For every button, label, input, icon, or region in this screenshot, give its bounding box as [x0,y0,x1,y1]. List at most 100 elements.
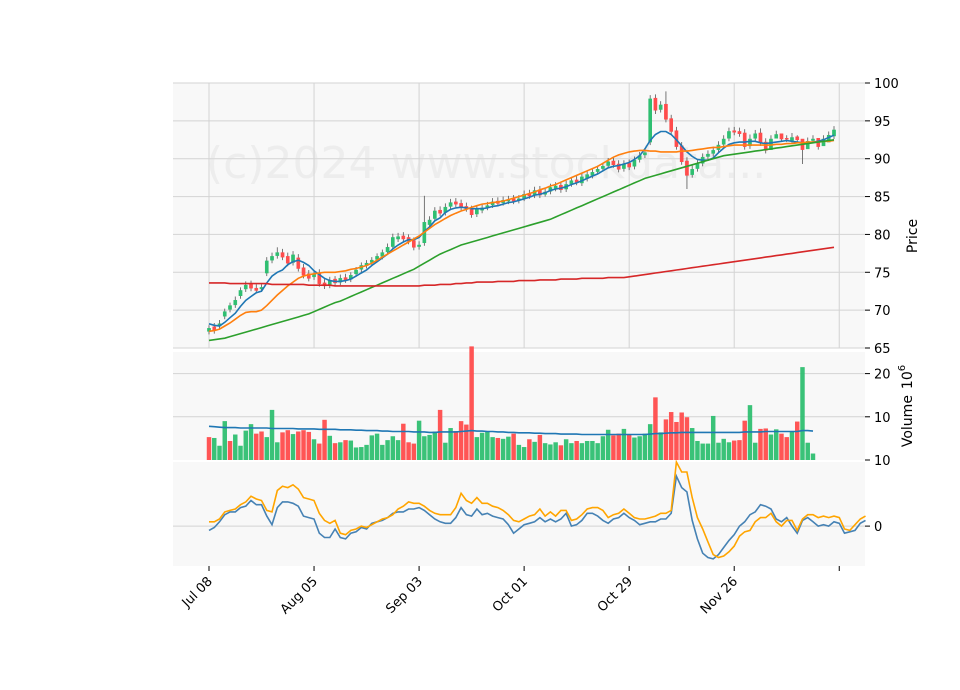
volume-bar [527,439,532,460]
candle-body [758,132,763,144]
x-tick-label: Sep 03 [383,574,426,617]
macd-panel [173,462,865,566]
candle-body [243,284,248,290]
candle-body [264,260,269,274]
candle-body [643,152,647,156]
moving-average-line [209,246,835,287]
volume-bar [238,445,243,460]
volume-bar [595,443,600,460]
volume-bar [563,439,569,460]
moving-average-line [208,139,835,333]
volume-bar [306,431,312,460]
volume-bar [254,433,259,460]
volume-bar [637,436,642,460]
candle-body [228,305,232,310]
candle-body [706,153,710,157]
volume-bar [343,440,348,460]
signal-line [209,459,866,559]
candle-body [611,160,616,166]
candle-body [569,180,574,184]
candle-body [296,257,301,269]
candle-body [390,237,395,247]
x-tick-label: Oct 29 [595,574,636,615]
volume-bar [574,440,579,460]
candle-body [664,103,668,120]
volume-bar [495,437,501,460]
price-tick-label: 65 [874,342,891,357]
volume-bar [758,428,763,460]
volume-bar [584,440,590,460]
volume-bar [731,440,737,460]
volume-bar [469,346,474,460]
price-tick-label: 100 [874,77,899,92]
candle-body [249,284,253,289]
candle-body [270,256,274,261]
volume-bar [784,437,789,460]
price-axis-title: Price [905,219,921,253]
candle-body [685,160,689,176]
volume-bar [401,423,406,460]
volume-bar [353,447,359,460]
volume-bar [511,433,516,460]
candle-body [811,138,815,141]
candle-body [753,133,758,139]
candle-body [737,131,742,134]
volume-bar [810,453,816,460]
volume-bar [569,443,574,460]
volume-axis-label: Volume [900,395,916,447]
volume-axis-title: Volume 106 [897,365,916,447]
candle-body [727,131,731,139]
volume-bar [590,440,595,460]
volume-bar [642,433,648,460]
price-background [173,83,865,348]
volume-bar [548,444,553,460]
volume-bar [600,436,606,460]
volume-bar [290,434,296,460]
volume-bar [233,434,238,460]
volume-bar [800,367,805,460]
volume-bar [217,445,222,460]
volume-bar [647,424,653,460]
macd-series [208,459,866,560]
candle-body [427,219,432,225]
volume-bar [411,443,417,460]
volume-bar [248,424,254,460]
x-tick-label: Oct 01 [490,574,531,615]
volume-bar [805,442,810,460]
volume-bar [795,421,800,460]
watermark-text: (c)2024 www.stockdata... [206,138,766,189]
volume-bar [579,443,585,460]
volume-average-line [208,425,814,436]
candle-body [742,132,747,147]
candle-body [222,311,227,317]
volume-bar [243,430,248,460]
candle-body [275,252,280,256]
volume-bar [542,443,548,460]
candle-body [632,159,637,167]
volume-bar [280,432,285,460]
candle-body [354,269,358,275]
volume-bar [390,436,396,460]
macd-background [173,462,865,566]
candle-body [721,138,726,145]
volume-bar [359,447,364,460]
volume-bar [348,440,354,460]
volume-bar [206,437,212,460]
volume-bar [212,437,217,460]
candle-body [553,185,558,189]
candle-body [795,136,800,141]
volume-bar [611,435,616,460]
volume-bar [275,442,280,460]
volume-bar [506,436,511,460]
volume-bar [317,443,322,460]
moving-average-line [208,139,835,342]
volume-bar [448,428,453,460]
volume-bar [679,412,684,460]
candle-body [438,209,442,214]
candle-body [212,326,217,331]
price-tick-label: 90 [874,153,891,168]
candle-body [254,287,259,291]
volume-bar [479,432,485,460]
price-tick-label: 85 [874,191,891,206]
